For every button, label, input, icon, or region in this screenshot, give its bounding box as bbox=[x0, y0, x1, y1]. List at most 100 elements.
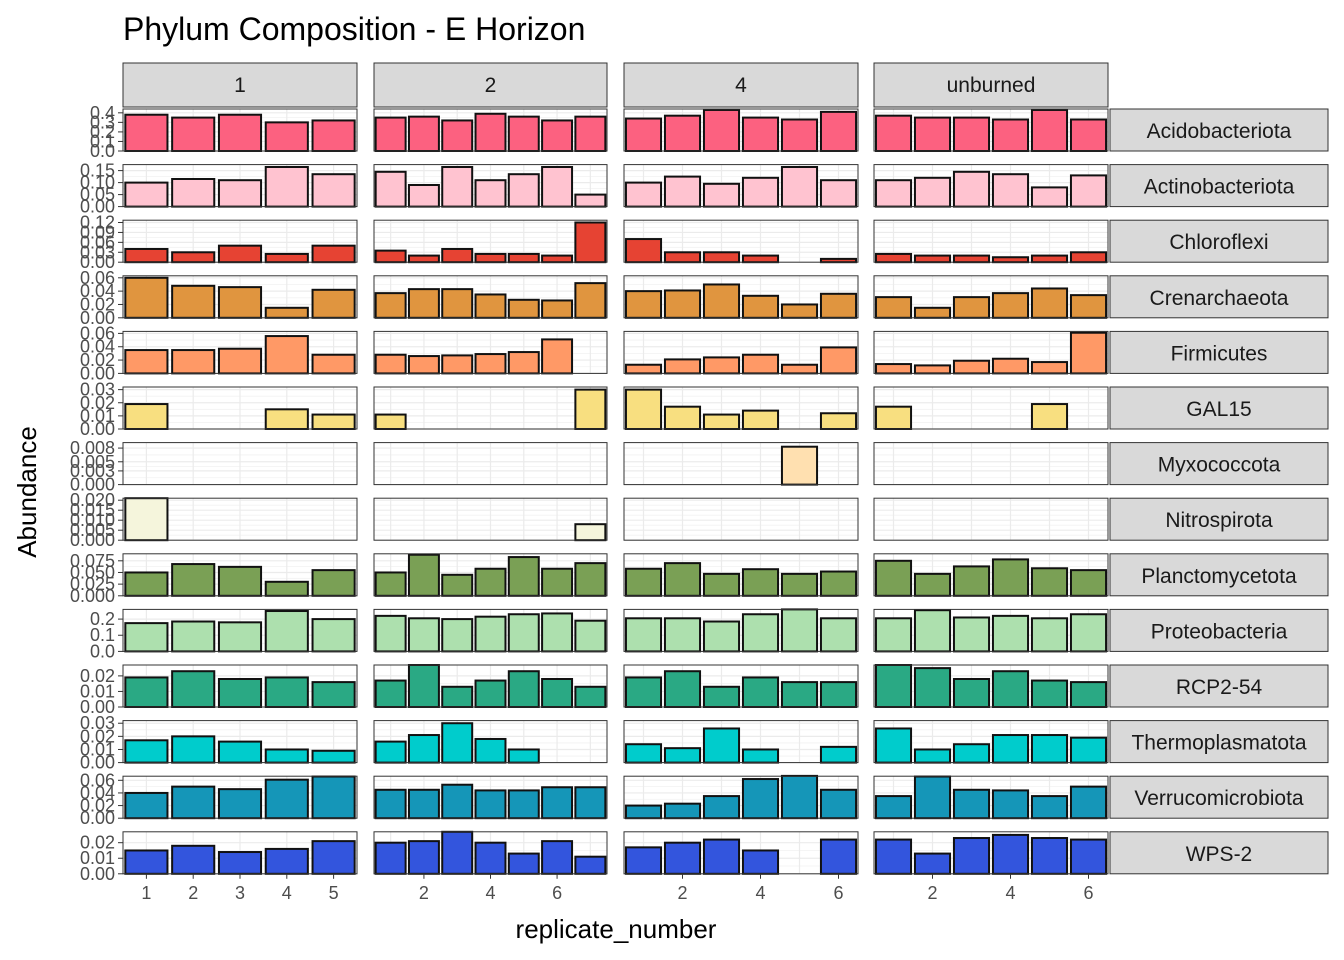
bar-Planctomycetota-1-rep2 bbox=[171, 563, 216, 597]
panel-Actinobacteriota-unburned bbox=[873, 164, 1109, 208]
bar-Verrucomicrobiota-2-rep5 bbox=[507, 789, 540, 820]
bar-Firmicutes-4-rep3 bbox=[702, 356, 741, 375]
bar-Actinobacteriota-1-rep3 bbox=[217, 179, 263, 208]
bar-Proteobacteria-unburned-rep5 bbox=[1030, 617, 1069, 653]
panel-border bbox=[873, 775, 1109, 819]
panel-RCP2-54-2 bbox=[373, 664, 608, 709]
bar-Actinobacteriota-4-rep3 bbox=[702, 182, 741, 208]
y-tick-label: 0.020 bbox=[70, 490, 115, 510]
bar-RCP2-54-2-rep7 bbox=[574, 685, 607, 708]
bar-Planctomycetota-4-rep6 bbox=[819, 570, 858, 597]
row-strip-label: Thermoplasmatota bbox=[1131, 732, 1306, 755]
bar-Chloroflexi-unburned-rep5 bbox=[1030, 254, 1069, 264]
bar-Firmicutes-4-rep4 bbox=[741, 353, 780, 375]
y-tick-label: 0.015 bbox=[70, 500, 115, 520]
bar-WPS-2-unburned-rep6 bbox=[1069, 838, 1108, 875]
column-strip-label: 4 bbox=[735, 74, 747, 97]
panel-background bbox=[874, 609, 1108, 652]
bar-Proteobacteria-4-rep4 bbox=[741, 613, 780, 653]
panel-background bbox=[624, 831, 858, 874]
bar-Thermoplasmatota-1-rep4 bbox=[264, 748, 309, 764]
panel-Myxococcota-4 bbox=[623, 442, 859, 486]
panel-Firmicutes-2 bbox=[373, 330, 608, 375]
panel-border bbox=[873, 608, 1109, 652]
bar-Actinobacteriota-4-rep4 bbox=[741, 176, 780, 208]
bar-Crenarchaeota-2-rep4 bbox=[474, 293, 507, 319]
panel-border bbox=[623, 497, 859, 541]
y-tick-label: 0.04 bbox=[80, 281, 115, 301]
bar-Chloroflexi-4-rep4 bbox=[741, 254, 780, 264]
bar-Firmicutes-4-rep6 bbox=[819, 346, 858, 375]
row-strip-label: Proteobacteria bbox=[1151, 620, 1288, 643]
bar-Crenarchaeota-4-rep3 bbox=[702, 283, 741, 319]
bar-Planctomycetota-1-rep1 bbox=[124, 571, 169, 597]
panel-Crenarchaeota-1 bbox=[122, 275, 358, 319]
bar-Proteobacteria-2-rep1 bbox=[374, 614, 407, 653]
panel-GAL15-4 bbox=[623, 386, 859, 430]
bar-Verrucomicrobiota-unburned-rep1 bbox=[874, 795, 913, 820]
panel-Planctomycetota-1 bbox=[122, 553, 358, 597]
bar-Planctomycetota-2-rep6 bbox=[541, 567, 574, 597]
bar-GAL15-4-rep6 bbox=[819, 412, 858, 430]
bar-Acidobacteriota-2-rep2 bbox=[407, 115, 440, 152]
bar-Verrucomicrobiota-4-rep2 bbox=[663, 802, 702, 820]
bar-Planctomycetota-2-rep2 bbox=[407, 553, 440, 597]
bar-Proteobacteria-2-rep7 bbox=[574, 619, 607, 653]
bar-WPS-2-unburned-rep5 bbox=[1030, 837, 1069, 875]
panel-border bbox=[122, 497, 358, 541]
bar-Proteobacteria-1-rep3 bbox=[217, 621, 263, 653]
bar-WPS-2-4-rep6 bbox=[819, 838, 858, 875]
panel-border bbox=[373, 553, 608, 597]
y-tick-label: 0.003 bbox=[70, 461, 115, 481]
bar-Planctomycetota-unburned-rep5 bbox=[1030, 567, 1069, 597]
y-tick-label: 0.075 bbox=[70, 551, 115, 571]
bar-Actinobacteriota-1-rep2 bbox=[171, 178, 216, 208]
panel-border bbox=[373, 164, 608, 208]
y-tick-label: 0.008 bbox=[70, 438, 115, 458]
bar-Planctomycetota-unburned-rep4 bbox=[991, 558, 1030, 597]
bar-Proteobacteria-1-rep1 bbox=[124, 622, 169, 653]
panel-background bbox=[624, 387, 858, 429]
bar-Actinobacteriota-4-rep2 bbox=[663, 175, 702, 208]
bar-WPS-2-unburned-rep4 bbox=[991, 833, 1030, 875]
bar-Crenarchaeota-unburned-rep6 bbox=[1069, 294, 1108, 319]
bar-Crenarchaeota-1-rep5 bbox=[311, 288, 356, 319]
y-tick-label: 0.02 bbox=[80, 833, 115, 853]
bar-Proteobacteria-4-rep6 bbox=[819, 617, 858, 653]
bar-Crenarchaeota-4-rep6 bbox=[819, 292, 858, 319]
bar-Planctomycetota-4-rep1 bbox=[624, 567, 663, 597]
panel-border bbox=[373, 608, 608, 652]
bar-Planctomycetota-1-rep3 bbox=[217, 565, 263, 597]
panel-Firmicutes-4 bbox=[623, 330, 859, 375]
bar-Acidobacteriota-unburned-rep1 bbox=[874, 114, 913, 152]
panel-Crenarchaeota-2 bbox=[373, 275, 608, 319]
bar-Firmicutes-1-rep1 bbox=[124, 349, 169, 375]
column-strip-unburned bbox=[873, 62, 1109, 108]
bar-Firmicutes-2-rep4 bbox=[474, 353, 507, 375]
bar-Actinobacteriota-2-rep5 bbox=[507, 173, 540, 208]
bar-WPS-2-unburned-rep3 bbox=[952, 837, 991, 875]
panel-Verrucomicrobiota-1 bbox=[122, 775, 358, 820]
bar-Firmicutes-4-rep2 bbox=[663, 358, 702, 375]
row-strip-Myxococcota bbox=[1109, 442, 1329, 486]
bar-Firmicutes-1-rep2 bbox=[171, 349, 216, 375]
panel-border bbox=[873, 720, 1109, 764]
bar-Actinobacteriota-unburned-rep2 bbox=[913, 176, 952, 208]
row-strip-label: Planctomycetota bbox=[1141, 565, 1297, 588]
column-strip-label: 2 bbox=[485, 74, 497, 97]
bar-Actinobacteriota-1-rep5 bbox=[311, 173, 356, 208]
bar-Crenarchaeota-1-rep1 bbox=[124, 276, 169, 319]
panel-Actinobacteriota-1 bbox=[122, 164, 358, 208]
y-tick-label: 0.2 bbox=[90, 122, 115, 142]
y-tick-label: 0.02 bbox=[80, 666, 115, 686]
panel-border bbox=[373, 497, 608, 541]
bar-Planctomycetota-2-rep1 bbox=[374, 571, 407, 597]
bar-Acidobacteriota-4-rep4 bbox=[741, 116, 780, 153]
bar-RCP2-54-1-rep3 bbox=[217, 678, 263, 708]
bar-Crenarchaeota-2-rep3 bbox=[441, 288, 474, 319]
bar-Proteobacteria-4-rep1 bbox=[624, 617, 663, 653]
y-tick-label: 0.000 bbox=[70, 475, 115, 495]
row-strip-Thermoplasmatota bbox=[1109, 720, 1329, 764]
panel-Acidobacteriota-unburned bbox=[873, 108, 1109, 153]
panel-Chloroflexi-1 bbox=[122, 219, 358, 264]
